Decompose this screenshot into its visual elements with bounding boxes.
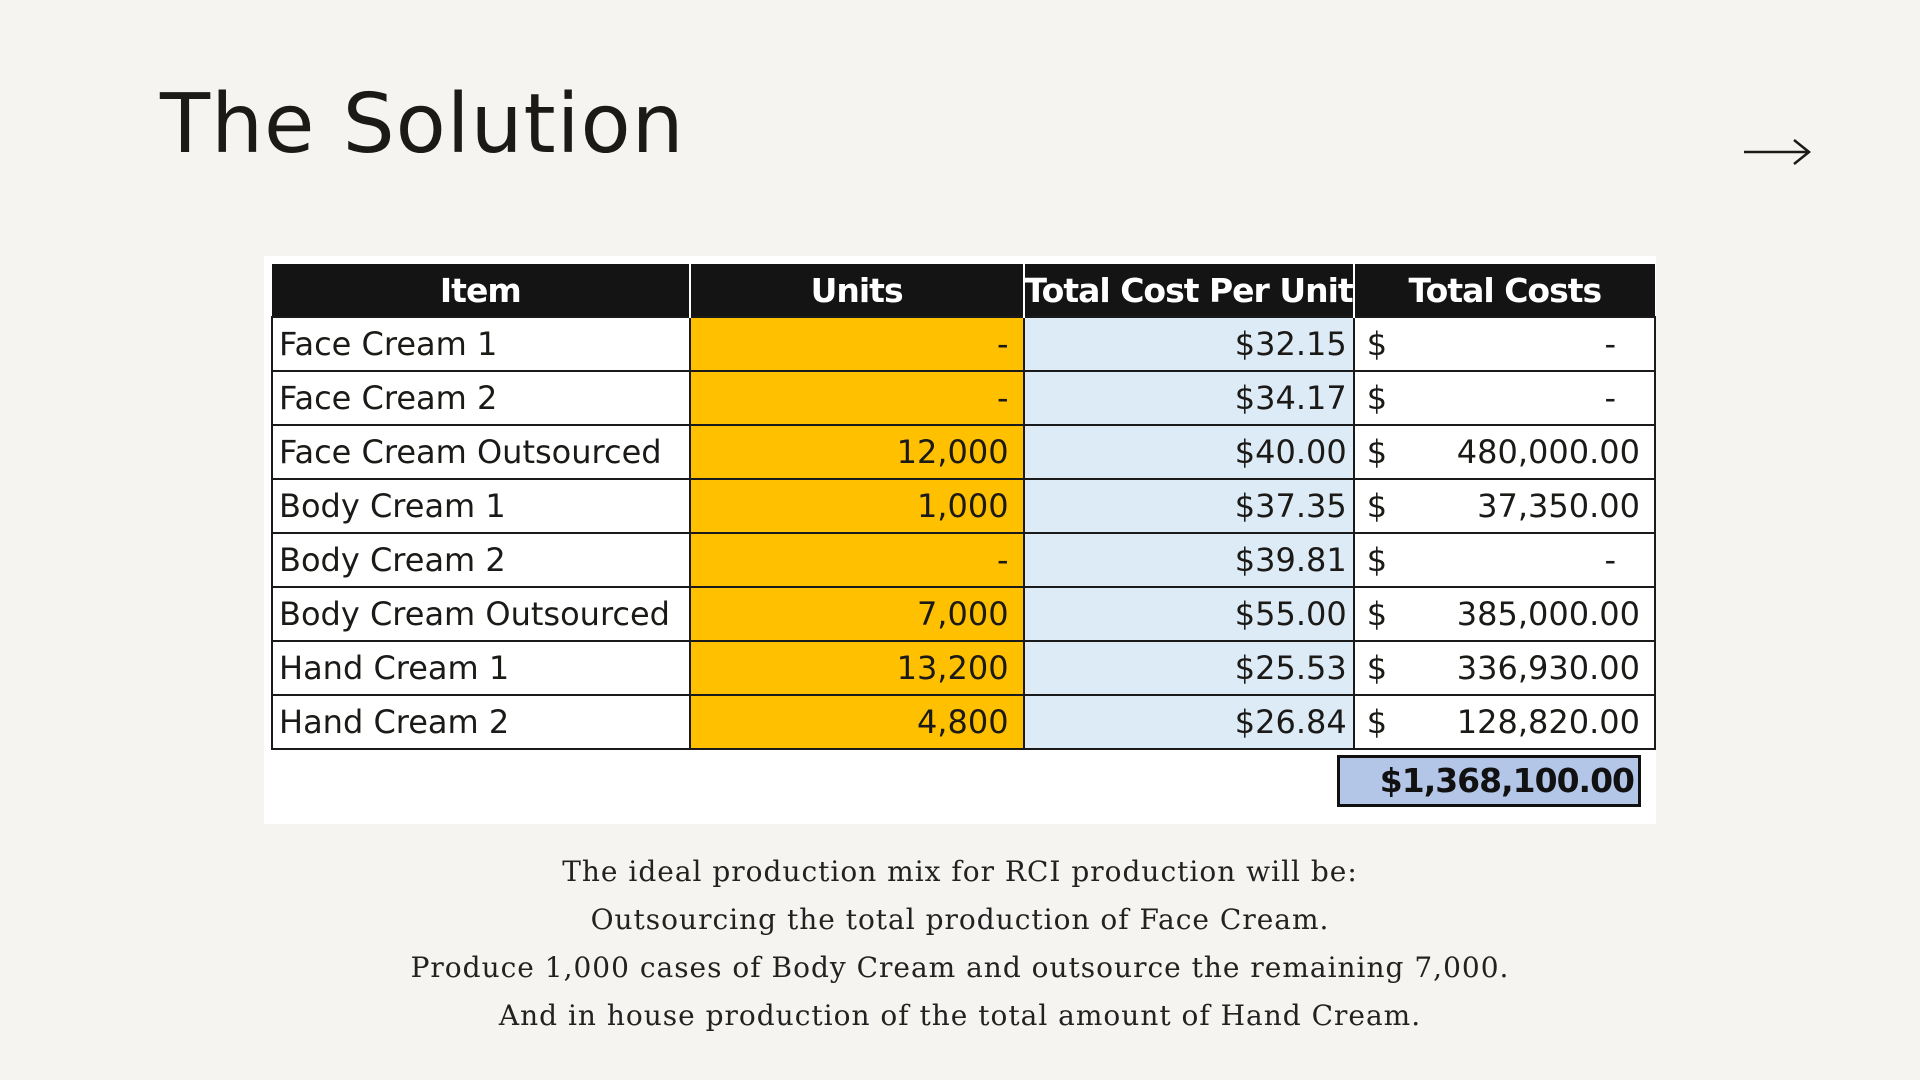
units-cell: - [688, 316, 1025, 372]
unit-cost-cell: $40.00 [1022, 424, 1355, 480]
summary-line: And in house production of the total amo… [498, 999, 1422, 1032]
header-unit-cost: Total Cost Per Unit [1022, 264, 1354, 317]
cost-table: Item Units Total Cost Per Unit Total Cos… [271, 264, 1657, 750]
unit-cost-cell: $55.00 [1022, 586, 1355, 642]
item-cell: Hand Cream 1 [271, 640, 691, 696]
table-row: Hand Cream 1 13,200 $25.53 $336,930.00 [271, 640, 1657, 696]
currency-symbol: $ [1366, 433, 1388, 471]
total-cost-value: 128,820.00 [1456, 703, 1640, 741]
table-row: Face Cream 2 - $34.17 $ - [271, 370, 1657, 426]
unit-cost-cell: $26.84 [1022, 694, 1355, 750]
arrow-right-icon[interactable] [1742, 136, 1812, 168]
header-units: Units [688, 264, 1024, 317]
unit-cost-cell: $25.53 [1022, 640, 1355, 696]
item-cell: Face Cream 1 [271, 316, 691, 372]
total-cost-value: - [1604, 541, 1616, 579]
units-cell: 7,000 [688, 586, 1025, 642]
item-cell: Body Cream Outsourced [271, 586, 691, 642]
header-item: Item [272, 264, 690, 317]
total-cost-value: - [1604, 325, 1616, 363]
total-cost-cell: $336,930.00 [1352, 640, 1657, 696]
total-cost-cell: $37,350.00 [1352, 478, 1657, 534]
units-cell: - [688, 532, 1025, 588]
total-cost-value: 336,930.00 [1456, 649, 1640, 687]
currency-symbol: $ [1366, 325, 1388, 363]
table-row: Hand Cream 2 4,800 $26.84 $128,820.00 [271, 694, 1657, 750]
item-cell: Face Cream Outsourced [271, 424, 691, 480]
summary-text: The ideal production mix for RCI product… [0, 848, 1920, 1040]
table-row: Body Cream 1 1,000 $37.35 $37,350.00 [271, 478, 1657, 534]
total-cost-value: 385,000.00 [1456, 595, 1640, 633]
unit-cost-cell: $37.35 [1022, 478, 1355, 534]
unit-cost-cell: $34.17 [1022, 370, 1355, 426]
currency-symbol: $ [1366, 487, 1388, 525]
summary-line: Produce 1,000 cases of Body Cream and ou… [410, 951, 1510, 984]
item-cell: Body Cream 1 [271, 478, 691, 534]
total-cost-cell: $480,000.00 [1352, 424, 1657, 480]
summary-line: The ideal production mix for RCI product… [562, 855, 1358, 888]
currency-symbol: $ [1366, 703, 1388, 741]
total-cost-value: 480,000.00 [1456, 433, 1640, 471]
item-cell: Hand Cream 2 [271, 694, 691, 750]
unit-cost-cell: $32.15 [1022, 316, 1355, 372]
units-cell: 13,200 [688, 640, 1025, 696]
table-row: Body Cream 2 - $39.81 $ - [271, 532, 1657, 588]
item-cell: Face Cream 2 [271, 370, 691, 426]
currency-symbol: $ [1366, 649, 1388, 687]
units-cell: 4,800 [688, 694, 1025, 750]
spreadsheet-image: Item Units Total Cost Per Unit Total Cos… [264, 256, 1657, 824]
units-cell: - [688, 370, 1025, 426]
unit-cost-cell: $39.81 [1022, 532, 1355, 588]
table-row: Face Cream Outsourced 12,000 $40.00 $480… [271, 424, 1657, 480]
currency-symbol: $ [1366, 595, 1388, 633]
currency-symbol: $ [1366, 541, 1388, 579]
total-cost-cell: $ - [1352, 316, 1657, 372]
total-cost-cell: $385,000.00 [1352, 586, 1657, 642]
table-row: Face Cream 1 - $32.15 $ - [271, 316, 1657, 372]
currency-symbol: $ [1366, 379, 1388, 417]
summary-line: Outsourcing the total production of Face… [590, 903, 1330, 936]
total-cost-cell: $128,820.00 [1352, 694, 1657, 750]
total-cost-value: - [1604, 379, 1616, 417]
item-cell: Body Cream 2 [271, 532, 691, 588]
page-title: The Solution [160, 77, 685, 172]
table-header-row: Item Units Total Cost Per Unit Total Cos… [272, 264, 1655, 317]
grand-total-cell: $1,368,100.00 [1337, 755, 1641, 807]
units-cell: 1,000 [688, 478, 1025, 534]
total-cost-cell: $ - [1352, 532, 1657, 588]
total-cost-value: 37,350.00 [1477, 487, 1640, 525]
header-total-costs: Total Costs [1352, 264, 1655, 317]
total-cost-cell: $ - [1352, 370, 1657, 426]
table-row: Body Cream Outsourced 7,000 $55.00 $385,… [271, 586, 1657, 642]
units-cell: 12,000 [688, 424, 1025, 480]
